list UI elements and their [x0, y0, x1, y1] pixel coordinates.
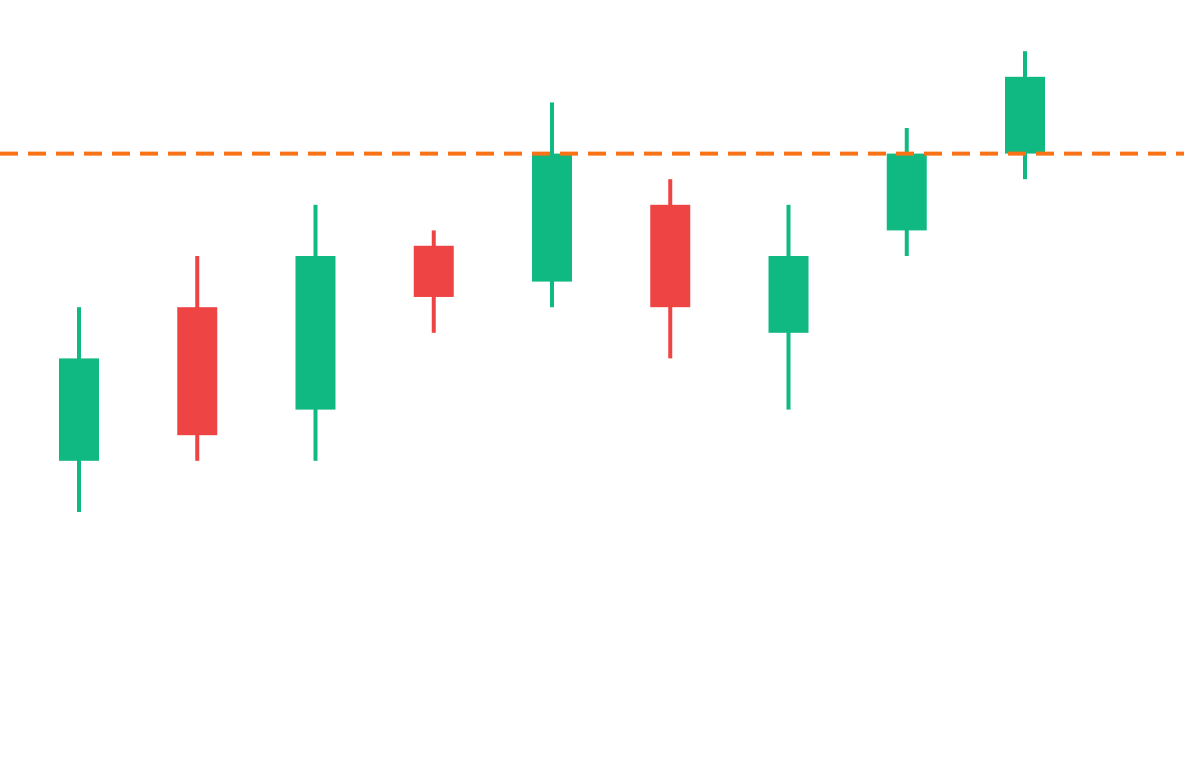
candle-body — [295, 256, 336, 410]
candle-6 — [650, 179, 691, 359]
candle-3 — [295, 204, 336, 461]
candle-body — [650, 204, 691, 308]
candle-body — [59, 358, 99, 461]
candle-body — [177, 307, 218, 436]
candle-1 — [59, 307, 99, 512]
candle-body — [768, 256, 809, 333]
candle-7 — [768, 204, 809, 410]
candle-2 — [177, 256, 218, 461]
candle-4 — [413, 230, 454, 333]
candle-9 — [1005, 51, 1045, 180]
candle-body — [532, 153, 572, 282]
candle-body — [886, 153, 927, 231]
candle-body — [413, 245, 454, 297]
candle-8 — [886, 128, 927, 256]
candle-5 — [532, 102, 572, 308]
candle-body — [1005, 76, 1045, 154]
